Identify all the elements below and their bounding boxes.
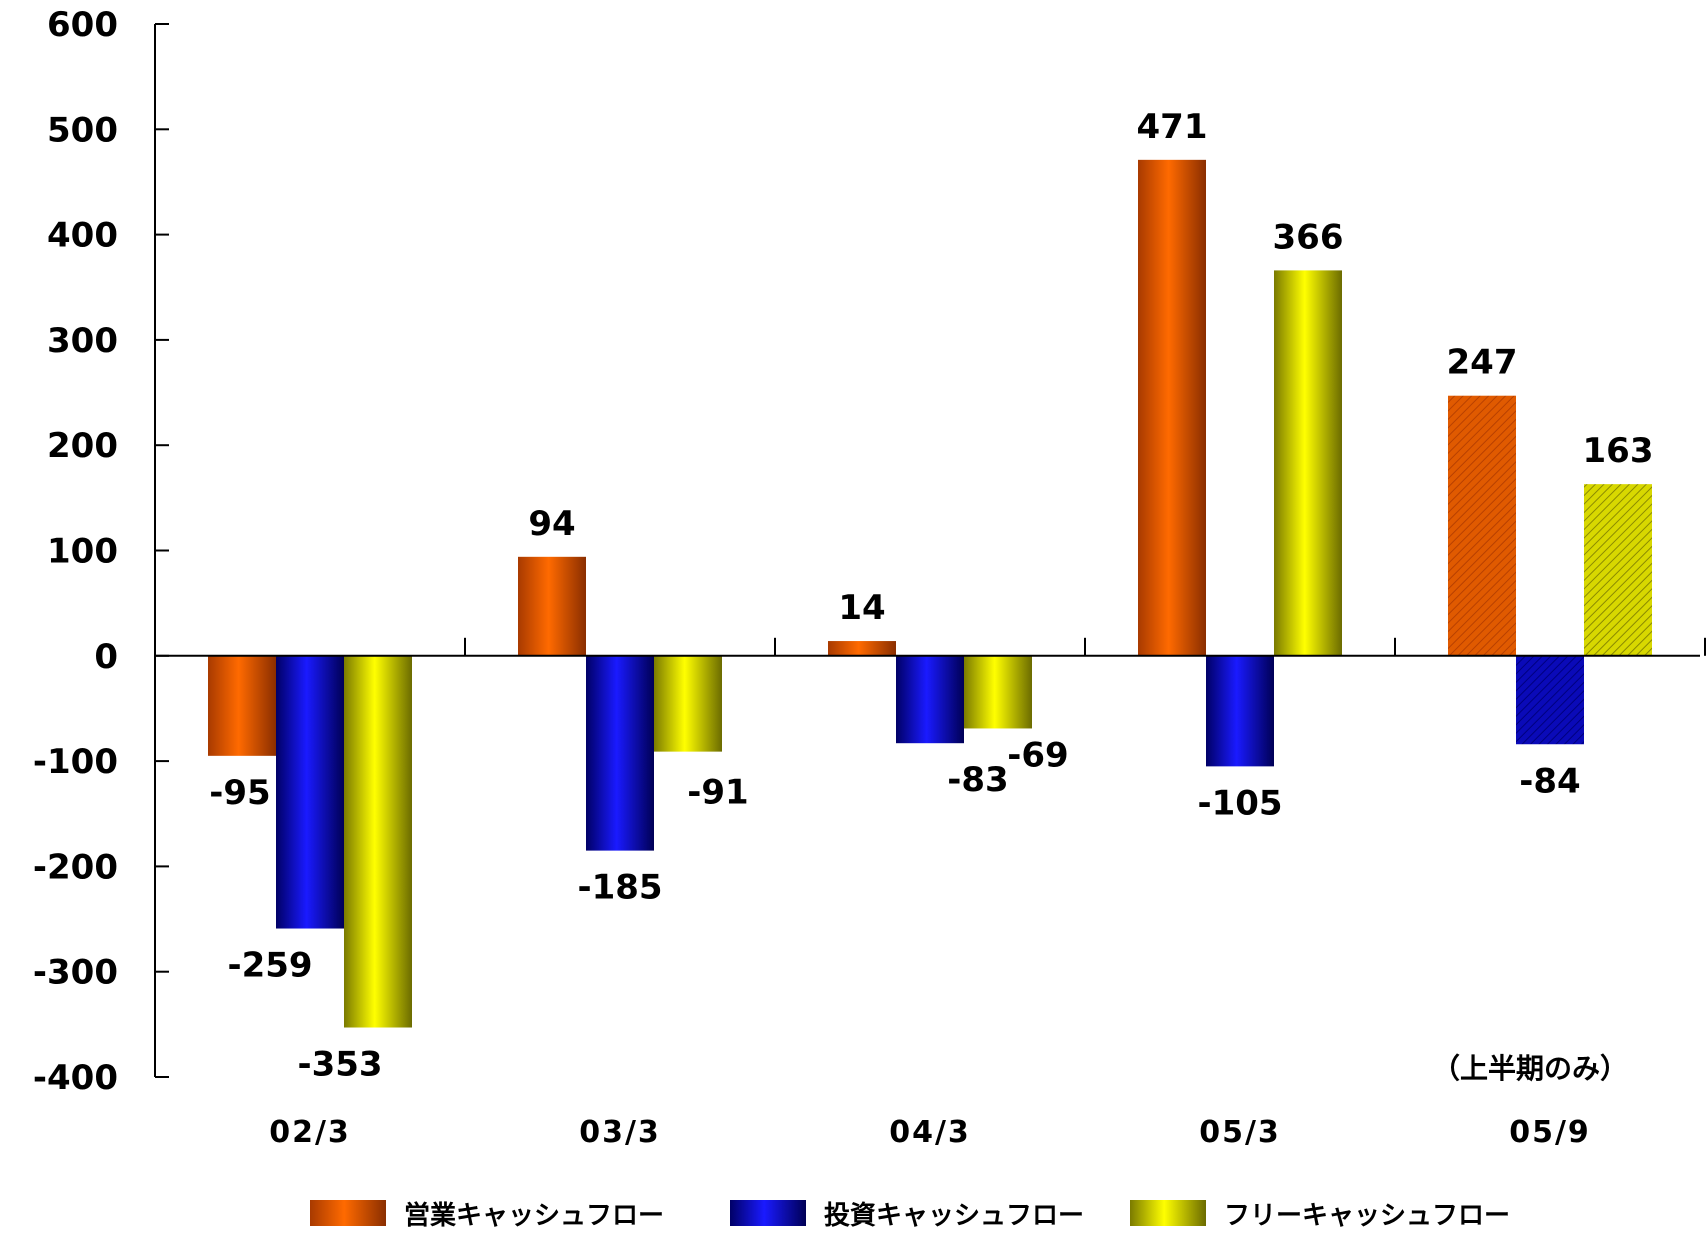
legend-item-operating: 営業キャッシュフロー bbox=[310, 1196, 665, 1231]
data-label-investing-4: -84 bbox=[1519, 761, 1580, 801]
legend-swatch-free bbox=[1130, 1200, 1206, 1226]
data-label-free-4: 163 bbox=[1583, 431, 1654, 471]
data-label-operating-0: -95 bbox=[209, 773, 270, 813]
legend-item-free: フリーキャッシュフロー bbox=[1130, 1196, 1511, 1231]
bar-free-0 bbox=[344, 655, 412, 1028]
bar-investing-2 bbox=[896, 655, 964, 744]
bar-operating-0 bbox=[208, 655, 276, 756]
y-tick-label: -400 bbox=[33, 1058, 118, 1098]
legend-swatch-investing bbox=[730, 1200, 806, 1226]
y-tick-label: 300 bbox=[47, 321, 118, 361]
bar-investing-4 bbox=[1516, 655, 1584, 745]
legend-item-investing: 投資キャッシュフロー bbox=[730, 1196, 1085, 1231]
legend: 営業キャッシュフロー 投資キャッシュフロー フリーキャッシュフロー bbox=[0, 1196, 1706, 1236]
bar-investing-0 bbox=[276, 655, 344, 929]
x-tick-label: 05/9 bbox=[1509, 1115, 1591, 1150]
y-tick-label: -100 bbox=[33, 742, 118, 782]
data-label-free-2: -69 bbox=[1007, 735, 1068, 775]
data-label-free-0: -353 bbox=[297, 1045, 382, 1085]
bar-investing-3 bbox=[1206, 655, 1274, 767]
data-label-free-3: 366 bbox=[1273, 217, 1344, 257]
data-label-operating-3: 471 bbox=[1137, 107, 1208, 147]
data-label-investing-1: -185 bbox=[577, 868, 662, 908]
x-tick-label: 02/3 bbox=[269, 1115, 351, 1150]
x-axis: 02/3 03/3 04/3 05/3 05/9 bbox=[154, 637, 1706, 1150]
y-tick-label: 500 bbox=[47, 110, 118, 150]
bars bbox=[208, 159, 1652, 1028]
x-tick-label: 05/3 bbox=[1199, 1115, 1281, 1150]
data-label-operating-1: 94 bbox=[528, 504, 575, 544]
y-tick-label: 400 bbox=[47, 216, 118, 256]
legend-label-free: フリーキャッシュフロー bbox=[1224, 1200, 1511, 1231]
y-tick-label: -200 bbox=[33, 847, 118, 887]
data-label-operating-4: 247 bbox=[1447, 343, 1518, 383]
data-label-investing-2: -83 bbox=[947, 760, 1008, 800]
legend-label-investing: 投資キャッシュフロー bbox=[824, 1200, 1085, 1231]
bar-free-4 bbox=[1584, 484, 1652, 656]
data-label-operating-2: 14 bbox=[838, 588, 885, 628]
data-label-investing-3: -105 bbox=[1197, 783, 1282, 823]
y-tick-label: 100 bbox=[47, 532, 118, 572]
bar-free-1 bbox=[654, 655, 722, 752]
y-tick-label: 200 bbox=[47, 426, 118, 466]
x-tick-label: 04/3 bbox=[889, 1115, 971, 1150]
half-year-note: （上半期のみ） bbox=[1432, 1052, 1628, 1085]
bar-operating-2 bbox=[828, 641, 896, 656]
legend-swatch-operating bbox=[310, 1200, 386, 1226]
y-tick-label: 600 bbox=[47, 5, 118, 45]
x-tick-label: 03/3 bbox=[579, 1115, 661, 1150]
y-tick-label: -300 bbox=[33, 953, 118, 993]
data-label-investing-0: -259 bbox=[227, 946, 312, 986]
data-label-free-1: -91 bbox=[687, 773, 748, 813]
bar-operating-3 bbox=[1138, 159, 1206, 656]
bar-investing-1 bbox=[586, 655, 654, 851]
bar-operating-4 bbox=[1448, 395, 1516, 656]
bar-operating-1 bbox=[518, 556, 586, 656]
y-axis: 600 500 400 300 200 100 0 -100 -200 -300 -400 bbox=[33, 5, 169, 1098]
legend-label-operating: 営業キャッシュフロー bbox=[404, 1200, 665, 1231]
bar-free-2 bbox=[964, 655, 1032, 729]
y-tick-label: 0 bbox=[94, 637, 118, 677]
data-labels: -95 94 14 471 247 -259 -185 -83 -105 -84 -353 -91 -6… bbox=[209, 107, 1653, 1085]
bar-free-3 bbox=[1274, 270, 1342, 656]
